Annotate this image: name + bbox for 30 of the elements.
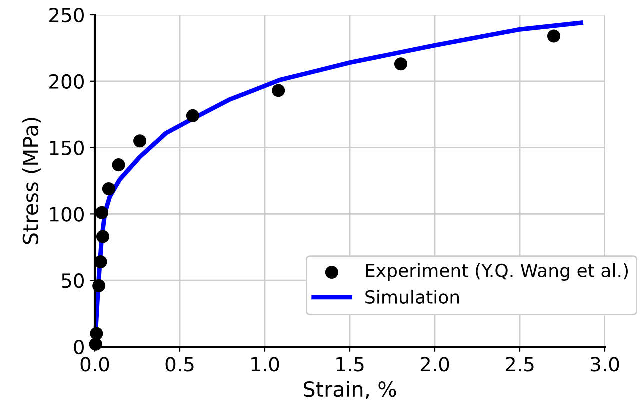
point (102, 182, 116, 196)
point (394, 58, 408, 71)
legend-label: Experiment (Y.Q. Wang et al.) (366, 264, 628, 282)
y-tick-label: 100 (50, 207, 84, 222)
point (92, 279, 106, 292)
x-tick-label: 0.5 (166, 357, 194, 372)
x-tick-label: 3.0 (591, 357, 620, 372)
x-tick-label: 2.5 (506, 357, 534, 372)
y-tick-label: 150 (50, 140, 84, 156)
point (134, 134, 147, 148)
point (90, 327, 104, 340)
point (89, 338, 102, 351)
legend-label: Simulation (366, 290, 460, 304)
point (96, 230, 110, 244)
point (547, 30, 561, 43)
y-tick-label: 250 (50, 8, 84, 23)
point (112, 158, 126, 172)
x-axis-title: Strain, % (304, 381, 396, 400)
x-tick-label: 1.0 (252, 357, 280, 372)
y-tick-label: 200 (50, 74, 84, 90)
x-tick-label: 0.0 (80, 357, 110, 372)
point (95, 206, 108, 220)
y-tick-label: 50 (62, 274, 84, 288)
point (186, 109, 200, 122)
x-tick-label: 1.5 (336, 357, 364, 372)
y-axis-title: Stress (MPa) (22, 118, 42, 244)
y-tick-label: 0 (74, 340, 84, 355)
point (94, 256, 108, 269)
point (272, 84, 286, 98)
x-tick-label: 2.0 (420, 357, 450, 372)
